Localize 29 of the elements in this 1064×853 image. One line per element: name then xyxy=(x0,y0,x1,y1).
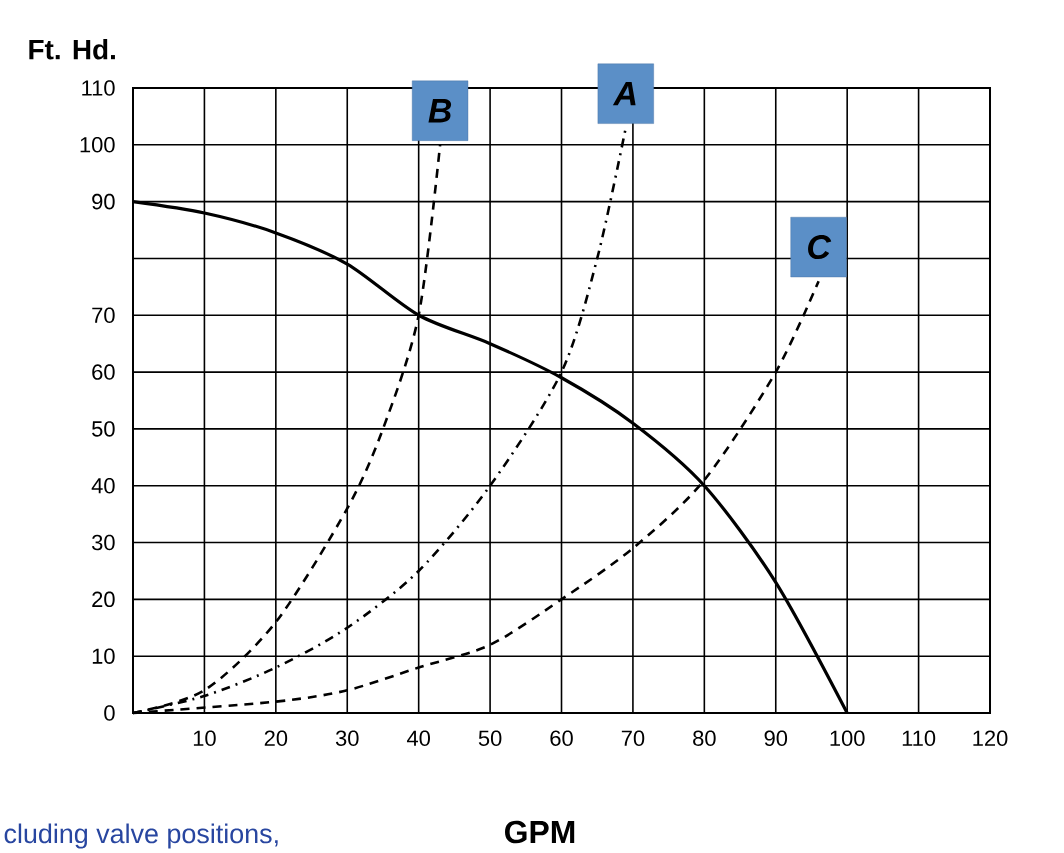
x-tick-label: 80 xyxy=(693,730,716,746)
series-label: B xyxy=(428,99,452,123)
x-tick-label: 50 xyxy=(478,730,502,746)
x-tick-label: 20 xyxy=(264,730,288,746)
y-tick-label: 40 xyxy=(91,477,115,494)
x-tick-label: 60 xyxy=(550,730,573,746)
x-tick-label: 10 xyxy=(193,730,216,746)
y-tick-label: 100 xyxy=(80,137,115,153)
y-tick-label: 50 xyxy=(92,421,115,437)
x-tick-label: 70 xyxy=(621,730,645,746)
y-tick-label: 0 xyxy=(104,705,115,721)
y-axis-title: Ft. Hd. xyxy=(29,38,115,60)
y-tick-label: 70 xyxy=(92,307,115,324)
x-tick-label: 100 xyxy=(830,730,865,746)
y-tick-label: 110 xyxy=(82,80,115,96)
y-tick-label: 20 xyxy=(92,591,115,608)
x-tick-label: 90 xyxy=(764,730,788,746)
y-tick-label: 60 xyxy=(92,364,115,380)
y-tick-label: 10 xyxy=(92,648,115,664)
x-tick-label: 110 xyxy=(902,730,936,746)
series-label: C xyxy=(808,235,832,260)
text: cluding valve positions, xyxy=(4,823,278,849)
x-tick-label: 120 xyxy=(973,730,1008,746)
y-tick-label: 30 xyxy=(91,534,115,551)
x-tick-label: 30 xyxy=(335,730,359,746)
y-tick-label: 90 xyxy=(92,193,115,210)
x-axis-title: GPM xyxy=(505,820,575,844)
x-tick-label: 40 xyxy=(406,730,430,746)
series-label: A xyxy=(612,82,636,106)
